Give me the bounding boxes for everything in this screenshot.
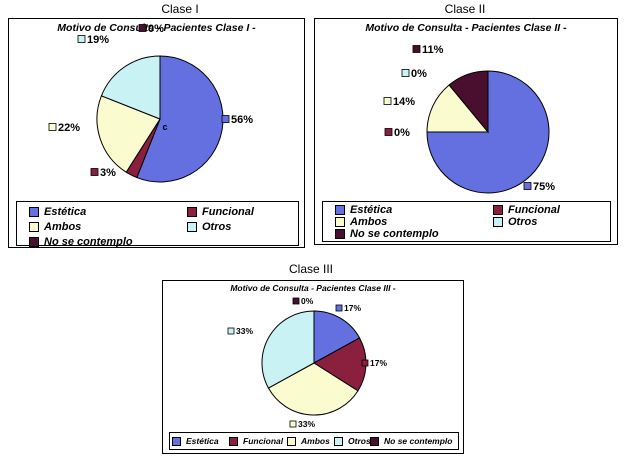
- clase-iii-slice-otros: [261, 310, 315, 389]
- clase-iii-legend-swatch-ambos: [287, 436, 296, 446]
- clase-i-legend-swatch-no-se-contemplo: [29, 237, 39, 247]
- clase-i-center-label: c: [162, 122, 167, 132]
- clase-ii-legend-swatch-no-se-contemplo: [335, 229, 345, 239]
- clase-iii-pie-svg: 17% 17% 33% 33% 0%: [227, 296, 387, 429]
- clase-ii-slice-ambos: [426, 84, 490, 133]
- clase-ii-legend-item-estetica: Estética: [335, 204, 392, 216]
- clase-iii-legend-label-otros: Otros: [348, 436, 371, 446]
- clase-i-legend-item-estetica: Estética: [29, 206, 86, 218]
- clase-iii-legend-item-ambos: Ambos: [287, 436, 330, 446]
- clase-iii-label-marker-funcional: [361, 359, 369, 367]
- clase-iii-legend-swatch-otros: [334, 436, 343, 446]
- clase-iii-legend-swatch-funcional: [229, 436, 238, 446]
- clase-ii-legend-label-no-se-contemplo: No se contemplo: [350, 228, 439, 240]
- clase-ii-legend: Estética Funcional Ambos Otros No se contemp…: [322, 201, 611, 242]
- clase-ii-label-marker-no-se-contemplo: [412, 45, 421, 53]
- clase-i-legend-swatch-ambos: [29, 222, 39, 232]
- clase-iii-data-label-ambos: 33%: [298, 419, 315, 429]
- clase-i-legend-label-estetica: Estética: [44, 206, 87, 218]
- clase-iii-legend-label-estetica: Estética: [186, 436, 219, 446]
- clase-i-label-marker-funcional: [90, 168, 99, 176]
- clase-ii-label-marker-otros: [401, 69, 410, 77]
- clase-i-data-label-funcional: 3%: [100, 167, 116, 179]
- clase-iii-data-label-funcional: 17%: [370, 358, 387, 368]
- clase-iii-legend-swatch-no-se-contemplo: [370, 436, 379, 446]
- clase-ii-label-marker-ambos: [383, 97, 392, 105]
- clase-ii-legend-item-no-se-contemplo: No se contemplo: [335, 228, 439, 240]
- clase-i-data-label-otros: 19%: [87, 34, 109, 46]
- clase-i-label-marker-estetica: [221, 115, 230, 123]
- clase-iii-legend-label-funcional: Funcional: [243, 436, 284, 446]
- clase-i-legend-swatch-estetica: [29, 207, 39, 217]
- clase-i-slice-estetica: [136, 55, 224, 183]
- clase-iii-heading: Clase III: [288, 262, 333, 276]
- clase-ii-data-label-otros: 0%: [411, 68, 427, 80]
- clase-i-pie-svg: c 56% 3% 22% 19% 0%: [48, 23, 253, 183]
- clase-i-legend-item-no-se-contemplo: No se contemplo: [29, 236, 133, 248]
- clase-iii-label-marker-ambos: [289, 420, 297, 428]
- clase-ii-legend-label-estetica: Estética: [350, 204, 393, 216]
- clase-iii-legend-item-funcional: Funcional: [229, 436, 283, 446]
- clase-iii-data-label-estetica: 17%: [344, 303, 361, 313]
- clase-ii-legend-label-otros: Otros: [508, 216, 538, 228]
- clase-ii-legend-label-funcional: Funcional: [508, 204, 560, 216]
- clase-iii-label-marker-estetica: [335, 304, 343, 312]
- clase-iii-legend-swatch-estetica: [172, 436, 181, 446]
- clase-i-data-label-estetica: 56%: [231, 114, 253, 126]
- clase-i-legend-item-ambos: Ambos: [29, 221, 81, 233]
- clase-iii-legend-item-no-se-contemplo: No se contemplo: [370, 436, 452, 446]
- clase-i-label-marker-otros: [77, 35, 86, 43]
- clase-i-slice-ambos: [96, 95, 161, 173]
- clase-ii-legend-label-ambos: Ambos: [350, 216, 388, 228]
- clase-i-legend-label-funcional: Funcional: [202, 206, 254, 218]
- clase-ii-legend-swatch-estetica: [335, 205, 345, 215]
- clase-i-chart-title: Motivo de Consulta - Pacientes Clase I -: [57, 22, 256, 34]
- clase-iii-data-label-otros: 33%: [236, 326, 253, 336]
- clase-i-legend-label-ambos: Ambos: [44, 221, 82, 233]
- clase-i-legend-label-otros: Otros: [202, 221, 232, 233]
- clase-iii-legend-label-no-se-contemplo: No se contemplo: [384, 436, 453, 446]
- clase-ii-legend-swatch-otros: [493, 217, 503, 227]
- clase-iii-legend-item-estetica: Estética: [172, 436, 219, 446]
- clase-ii-data-label-funcional: 0%: [394, 127, 410, 139]
- clase-i-label-marker-ambos: [48, 123, 57, 131]
- clase-iii-legend-label-ambos: Ambos: [301, 436, 330, 446]
- clase-ii-heading: Clase II: [444, 2, 486, 16]
- clase-ii-data-label-no-se-contemplo: 11%: [422, 44, 444, 56]
- clase-iii-legend: Estética Funcional Ambos Otros No se contemp…: [169, 432, 459, 450]
- clase-iii-slice-estetica: [313, 310, 361, 364]
- clase-iii-legend-item-otros: Otros: [334, 436, 371, 446]
- clase-ii-legend-swatch-funcional: [493, 205, 503, 215]
- clase-ii-slice-no-se-contemplo: [448, 70, 489, 134]
- clase-i-slice-otros: [100, 55, 161, 120]
- clase-ii-data-label-ambos: 14%: [393, 96, 415, 108]
- clase-ii-label-marker-estetica: [523, 182, 532, 190]
- clase-i-legend-label-no-se-contemplo: No se contemplo: [44, 236, 133, 248]
- clase-ii-legend-swatch-ambos: [335, 217, 345, 227]
- clase-i-heading: Clase I: [161, 2, 199, 16]
- clase-iii-label-marker-otros: [227, 327, 235, 335]
- clase-iii-chart-panel: Motivo de Consulta - Pacientes Clase III…: [162, 280, 464, 454]
- clase-iii-label-marker-no-se-contemplo: [292, 297, 300, 305]
- clase-ii-label-marker-funcional: [384, 128, 393, 136]
- clase-i-legend-swatch-funcional: [187, 207, 197, 217]
- clase-iii-data-label-no-se-contemplo: 0%: [301, 296, 314, 306]
- clase-i-data-label-ambos: 22%: [58, 122, 80, 134]
- clase-iii-chart-title: Motivo de Consulta - Pacientes Clase III…: [230, 283, 396, 293]
- clase-ii-pie-svg: 75% 0% 14% 0% 11%: [383, 44, 555, 194]
- clase-ii-chart-panel: Motivo de Consulta - Pacientes Clase II …: [314, 18, 618, 245]
- clase-i-legend-swatch-otros: [187, 222, 197, 232]
- clase-i-legend: Estética Funcional Ambos Otros No se contemp…: [16, 201, 299, 248]
- clase-ii-legend-item-otros: Otros: [493, 216, 537, 228]
- clase-ii-legend-item-ambos: Ambos: [335, 216, 387, 228]
- clase-ii-data-label-estetica: 75%: [533, 181, 555, 193]
- clase-i-chart-panel: Motivo de Consulta - Pacientes Clase I -…: [8, 18, 305, 248]
- clase-i-legend-item-funcional: Funcional: [187, 206, 254, 218]
- clase-ii-chart-title: Motivo de Consulta - Pacientes Clase II …: [365, 22, 567, 34]
- clase-ii-legend-item-funcional: Funcional: [493, 204, 560, 216]
- clase-i-label-marker-no-se-contemplo: [138, 24, 147, 32]
- clase-i-legend-item-otros: Otros: [187, 221, 231, 233]
- clase-i-data-label-no-se-contemplo: 0%: [148, 23, 164, 35]
